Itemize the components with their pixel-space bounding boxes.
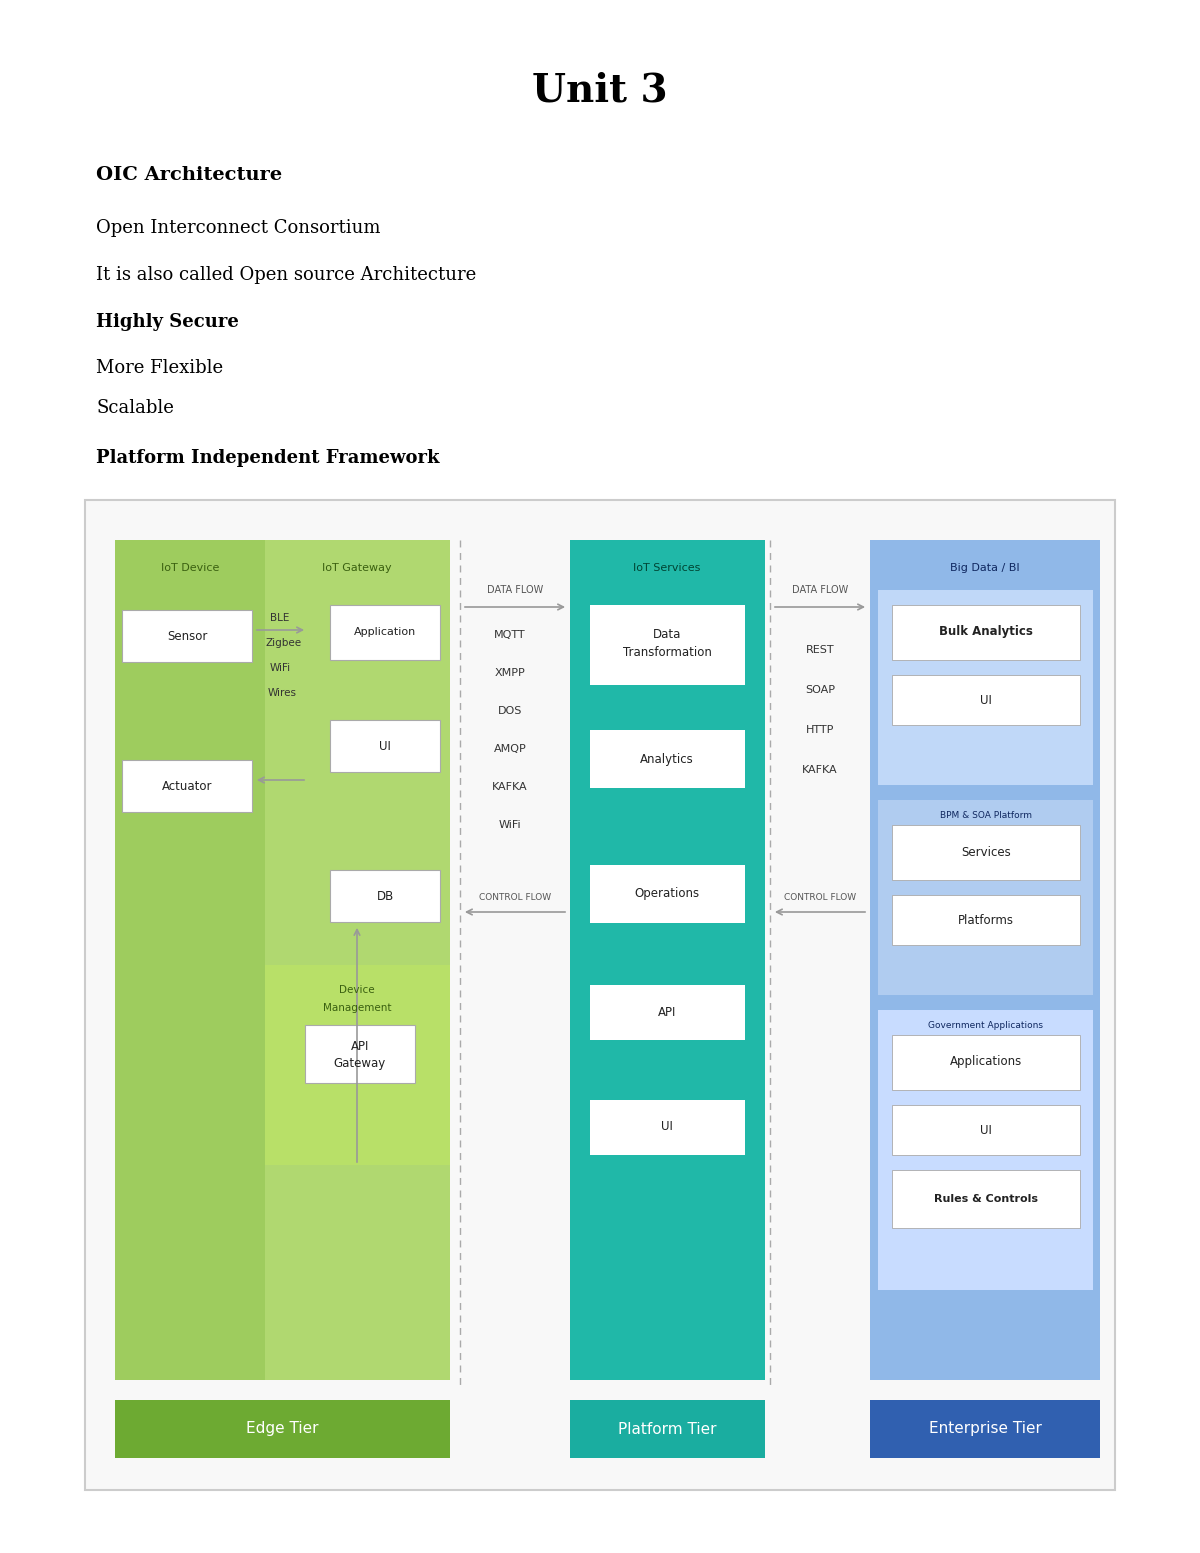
Text: UI: UI	[980, 1123, 992, 1137]
Text: DATA FLOW: DATA FLOW	[487, 585, 544, 595]
Bar	[265, 540, 450, 1381]
Bar	[590, 985, 745, 1041]
Text: Data: Data	[653, 629, 682, 641]
Text: Services: Services	[961, 845, 1010, 859]
Text: Application: Application	[354, 627, 416, 637]
Text: WiFi: WiFi	[270, 663, 290, 672]
Text: DATA FLOW: DATA FLOW	[792, 585, 848, 595]
Bar	[870, 540, 1100, 1381]
Bar	[122, 759, 252, 812]
Bar	[590, 606, 745, 685]
Text: API: API	[350, 1041, 370, 1053]
Bar	[305, 1025, 415, 1082]
Text: KAFKA: KAFKA	[492, 783, 528, 792]
Text: IoT Services: IoT Services	[634, 564, 701, 573]
Text: Analytics: Analytics	[640, 753, 694, 766]
Text: Sensor: Sensor	[167, 629, 208, 643]
Text: XMPP: XMPP	[494, 668, 526, 679]
Text: It is also called Open source Architecture: It is also called Open source Architectu…	[96, 266, 476, 284]
Text: Platform Tier: Platform Tier	[618, 1421, 716, 1437]
Text: Wires: Wires	[268, 688, 296, 697]
Bar	[892, 606, 1080, 660]
Bar	[892, 1034, 1080, 1090]
Bar	[115, 1399, 450, 1458]
Text: HTTP: HTTP	[806, 725, 834, 735]
Bar	[892, 895, 1080, 944]
Text: DB: DB	[377, 890, 394, 902]
Text: Bulk Analytics: Bulk Analytics	[940, 626, 1033, 638]
Text: Operations: Operations	[635, 887, 700, 901]
Text: More Flexible: More Flexible	[96, 359, 223, 377]
Text: Unit 3: Unit 3	[532, 71, 668, 109]
Text: Gateway: Gateway	[334, 1056, 386, 1070]
Text: IoT Device: IoT Device	[161, 564, 220, 573]
Bar	[570, 540, 766, 1381]
Text: CONTROL FLOW: CONTROL FLOW	[479, 893, 551, 902]
Text: Scalable: Scalable	[96, 399, 174, 418]
Bar	[330, 606, 440, 660]
Bar	[122, 610, 252, 662]
Text: API: API	[658, 1005, 676, 1019]
Bar	[570, 1399, 766, 1458]
Text: BLE: BLE	[270, 613, 289, 623]
Bar	[892, 1106, 1080, 1155]
Text: KAFKA: KAFKA	[802, 766, 838, 775]
Text: Zigbee: Zigbee	[266, 638, 302, 648]
Bar	[878, 1009, 1093, 1291]
Text: DOS: DOS	[498, 707, 522, 716]
Text: Enterprise Tier: Enterprise Tier	[929, 1421, 1042, 1437]
Bar	[878, 800, 1093, 995]
Text: Edge Tier: Edge Tier	[246, 1421, 318, 1437]
Text: UI: UI	[980, 694, 992, 707]
Text: Management: Management	[323, 1003, 391, 1013]
Text: Rules & Controls: Rules & Controls	[934, 1194, 1038, 1204]
Text: Highly Secure: Highly Secure	[96, 314, 239, 331]
Text: Platform Independent Framework: Platform Independent Framework	[96, 449, 439, 467]
Bar	[330, 870, 440, 922]
Text: Transformation: Transformation	[623, 646, 712, 660]
Text: Open Interconnect Consortium: Open Interconnect Consortium	[96, 219, 380, 238]
Bar	[265, 964, 450, 1165]
Text: UI: UI	[379, 739, 391, 753]
Text: AMQP: AMQP	[493, 744, 527, 755]
Bar	[85, 500, 1115, 1489]
Text: Big Data / BI: Big Data / BI	[950, 564, 1020, 573]
Bar	[870, 1399, 1100, 1458]
Bar	[330, 721, 440, 772]
Text: Applications: Applications	[950, 1056, 1022, 1068]
Bar	[590, 865, 745, 922]
Text: BPM & SOA Platform: BPM & SOA Platform	[940, 811, 1032, 820]
Text: Platforms: Platforms	[958, 913, 1014, 927]
Bar	[878, 590, 1093, 784]
Text: REST: REST	[805, 644, 834, 655]
Text: OIC Architecture: OIC Architecture	[96, 166, 282, 183]
Text: WiFi: WiFi	[499, 820, 521, 829]
Bar	[115, 540, 265, 1381]
Bar	[892, 825, 1080, 881]
Bar	[590, 1100, 745, 1155]
Text: UI: UI	[661, 1121, 673, 1134]
Bar	[590, 730, 745, 787]
Bar	[892, 676, 1080, 725]
Text: IoT Gateway: IoT Gateway	[322, 564, 392, 573]
Text: Actuator: Actuator	[162, 780, 212, 792]
Text: CONTROL FLOW: CONTROL FLOW	[784, 893, 856, 902]
Text: Device: Device	[340, 985, 374, 995]
Bar	[892, 1169, 1080, 1228]
Text: SOAP: SOAP	[805, 685, 835, 696]
Text: MQTT: MQTT	[494, 631, 526, 640]
Text: Government Applications: Government Applications	[929, 1020, 1044, 1030]
